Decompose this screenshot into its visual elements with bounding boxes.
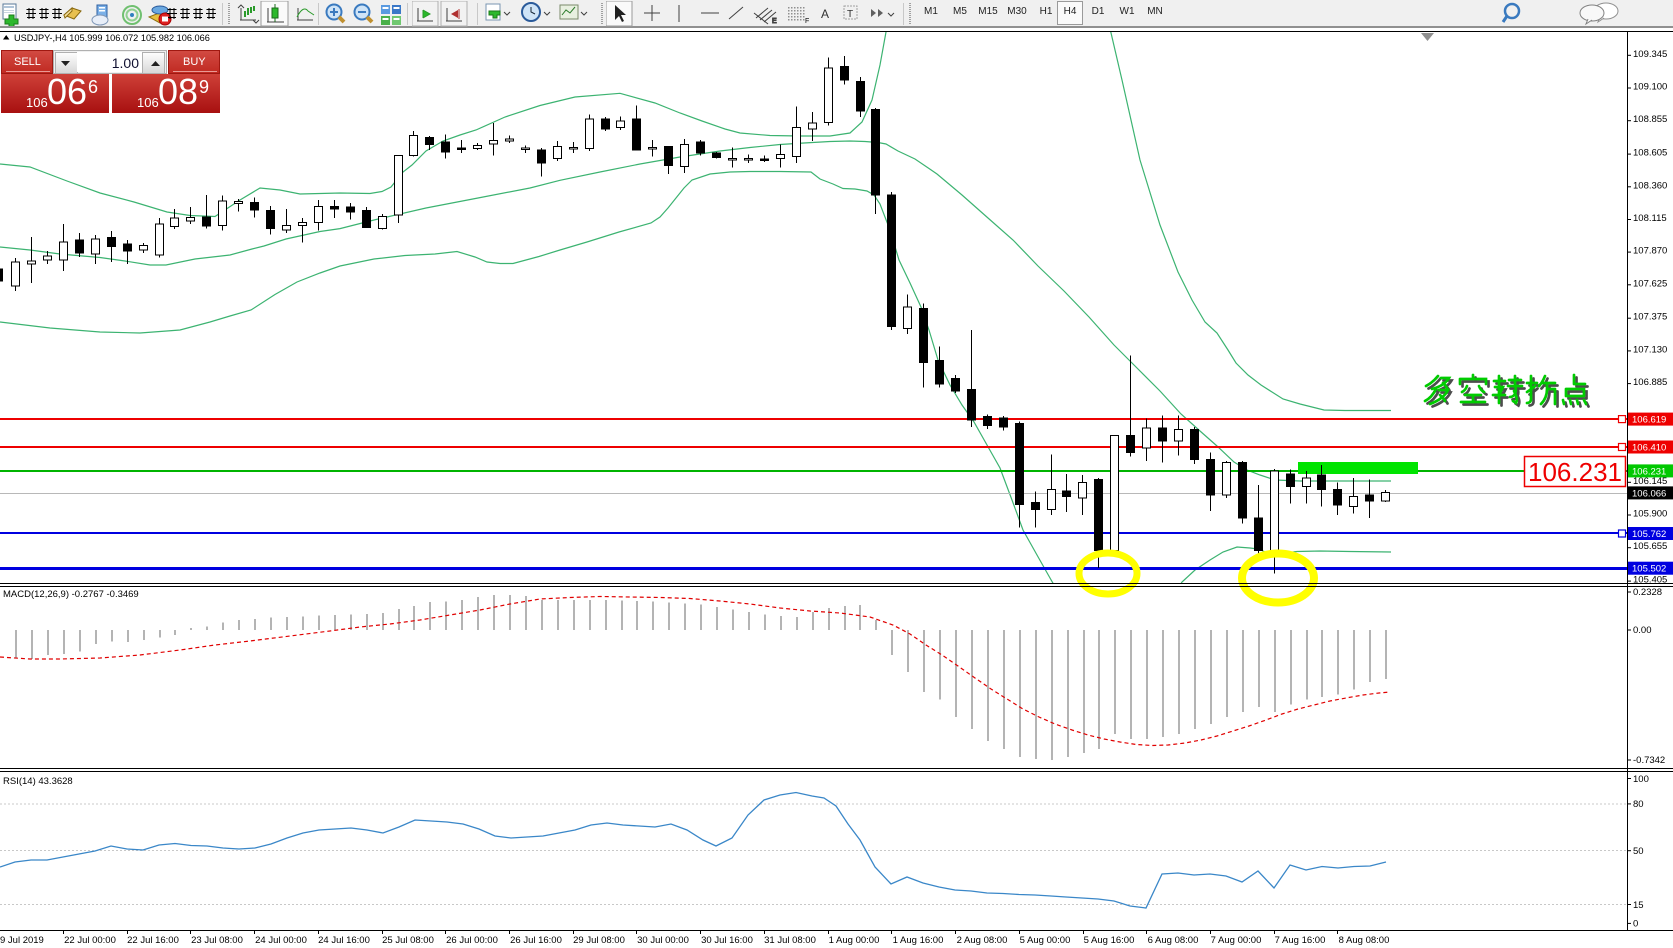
svg-text:26 Jul 16:00: 26 Jul 16:00 (510, 935, 562, 946)
svg-text:7 Aug 00:00: 7 Aug 00:00 (1211, 935, 1262, 946)
svg-text:31 Jul 08:00: 31 Jul 08:00 (764, 935, 816, 946)
svg-text:8 Aug 08:00: 8 Aug 08:00 (1339, 935, 1390, 946)
svg-text:105.502: 105.502 (1632, 564, 1666, 575)
svg-text:107.625: 107.625 (1633, 278, 1667, 289)
svg-text:105.405: 105.405 (1633, 575, 1667, 586)
svg-text:106.145: 106.145 (1633, 476, 1667, 487)
svg-text:0: 0 (1633, 919, 1638, 930)
svg-text:0.00: 0.00 (1633, 625, 1652, 636)
svg-text:A: A (821, 7, 829, 21)
svg-text:5 Aug 16:00: 5 Aug 16:00 (1084, 935, 1135, 946)
svg-text:107.130: 107.130 (1633, 344, 1667, 355)
svg-text:50: 50 (1633, 846, 1644, 857)
svg-text:106.885: 106.885 (1633, 377, 1667, 388)
svg-text:23 Jul 08:00: 23 Jul 08:00 (191, 935, 243, 946)
svg-text:80: 80 (1633, 799, 1644, 810)
svg-text:9 Jul 2019: 9 Jul 2019 (0, 935, 44, 946)
svg-text:22 Jul 16:00: 22 Jul 16:00 (127, 935, 179, 946)
svg-text:MACD(12,26,9) -0.2767 -0.3469: MACD(12,26,9) -0.2767 -0.3469 (3, 589, 139, 600)
svg-text:100: 100 (1633, 774, 1649, 785)
svg-text:22 Jul 00:00: 22 Jul 00:00 (64, 935, 116, 946)
svg-text:2 Aug 08:00: 2 Aug 08:00 (957, 935, 1008, 946)
svg-text:105.655: 105.655 (1633, 541, 1667, 552)
svg-text:107.375: 107.375 (1633, 312, 1667, 323)
svg-text:108.360: 108.360 (1633, 180, 1667, 191)
svg-text:1 Aug 16:00: 1 Aug 16:00 (893, 935, 944, 946)
svg-text:RSI(14) 43.3628: RSI(14) 43.3628 (3, 776, 73, 787)
svg-text:30 Jul 00:00: 30 Jul 00:00 (637, 935, 689, 946)
svg-text:108.855: 108.855 (1633, 114, 1667, 125)
svg-text:T: T (847, 9, 853, 20)
svg-text:1 Aug 00:00: 1 Aug 00:00 (829, 935, 880, 946)
svg-text:25 Jul 08:00: 25 Jul 08:00 (382, 935, 434, 946)
svg-text:106.231: 106.231 (1632, 466, 1666, 477)
svg-text:USDJPY-,H4 105.999 106.072 10: USDJPY-,H4 105.999 106.072 105.982 106.0… (14, 33, 210, 43)
svg-text:-0.7342: -0.7342 (1633, 755, 1665, 766)
svg-text:106.066: 106.066 (1632, 488, 1666, 499)
svg-text:106.619: 106.619 (1632, 415, 1666, 426)
svg-text:0.2328: 0.2328 (1633, 587, 1662, 598)
svg-text:26 Jul 00:00: 26 Jul 00:00 (446, 935, 498, 946)
svg-text:108.115: 108.115 (1633, 213, 1667, 224)
svg-text:109.100: 109.100 (1633, 82, 1667, 93)
svg-text:15: 15 (1633, 900, 1644, 911)
svg-text:5 Aug 00:00: 5 Aug 00:00 (1020, 935, 1071, 946)
svg-text:105.762: 105.762 (1632, 529, 1666, 540)
svg-text:106.231: 106.231 (1528, 457, 1622, 487)
svg-text:30 Jul 16:00: 30 Jul 16:00 (701, 935, 753, 946)
svg-text:6 Aug 08:00: 6 Aug 08:00 (1148, 935, 1199, 946)
svg-text:24 Jul 00:00: 24 Jul 00:00 (255, 935, 307, 946)
svg-text:109.345: 109.345 (1633, 49, 1667, 60)
svg-text:E: E (772, 18, 777, 25)
svg-text:7 Aug 16:00: 7 Aug 16:00 (1275, 935, 1326, 946)
svg-text:106.410: 106.410 (1632, 442, 1666, 453)
svg-text:107.870: 107.870 (1633, 246, 1667, 257)
svg-text:105.900: 105.900 (1633, 509, 1667, 520)
svg-text:F: F (805, 18, 809, 25)
svg-text:29 Jul 08:00: 29 Jul 08:00 (573, 935, 625, 946)
svg-text:24 Jul 16:00: 24 Jul 16:00 (318, 935, 370, 946)
svg-text:108.605: 108.605 (1633, 148, 1667, 159)
